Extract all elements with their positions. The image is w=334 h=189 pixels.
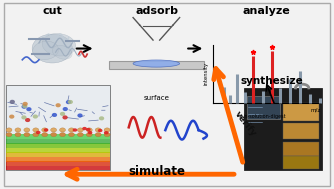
Ellipse shape [60, 112, 65, 116]
Bar [6, 148, 111, 153]
Ellipse shape [67, 100, 73, 104]
Bar [283, 156, 319, 169]
Text: adsorb: adsorb [136, 6, 178, 16]
Ellipse shape [21, 105, 27, 109]
Ellipse shape [77, 113, 83, 118]
Ellipse shape [33, 41, 58, 60]
Bar [6, 161, 111, 166]
Bar [243, 88, 322, 170]
Ellipse shape [95, 128, 101, 132]
Ellipse shape [62, 107, 68, 111]
Ellipse shape [15, 132, 21, 137]
Text: in-solution-digest: in-solution-digest [244, 114, 287, 119]
Ellipse shape [42, 34, 75, 56]
Bar [6, 152, 111, 157]
Ellipse shape [10, 100, 15, 104]
Text: cut: cut [42, 6, 62, 16]
Ellipse shape [82, 127, 87, 130]
Ellipse shape [68, 128, 74, 132]
Text: intensity: intensity [203, 62, 208, 85]
Ellipse shape [55, 103, 61, 107]
Ellipse shape [99, 116, 104, 120]
Ellipse shape [22, 104, 27, 108]
Ellipse shape [51, 132, 56, 137]
Bar [283, 142, 319, 156]
Text: surface: surface [144, 95, 170, 101]
Bar [6, 139, 111, 144]
Ellipse shape [95, 132, 101, 137]
Ellipse shape [6, 128, 12, 132]
Bar [247, 96, 280, 119]
Ellipse shape [51, 128, 56, 132]
Ellipse shape [104, 128, 110, 132]
Ellipse shape [88, 131, 92, 134]
Ellipse shape [104, 131, 109, 134]
Text: verify: verify [232, 109, 258, 138]
Ellipse shape [21, 115, 27, 119]
Ellipse shape [59, 132, 65, 137]
Bar [6, 85, 111, 170]
Ellipse shape [9, 115, 14, 119]
Bar [6, 134, 111, 139]
Ellipse shape [33, 132, 39, 137]
Ellipse shape [98, 129, 103, 132]
Ellipse shape [26, 107, 31, 111]
Ellipse shape [86, 132, 92, 137]
Ellipse shape [32, 34, 72, 63]
Bar [283, 103, 319, 121]
Ellipse shape [86, 128, 92, 132]
Bar [109, 61, 204, 69]
Ellipse shape [33, 115, 38, 119]
Ellipse shape [52, 113, 57, 117]
Ellipse shape [66, 100, 71, 104]
Ellipse shape [36, 131, 40, 134]
Ellipse shape [62, 115, 68, 119]
Bar [6, 143, 111, 148]
Ellipse shape [33, 128, 39, 132]
Bar [283, 123, 319, 139]
Text: synthesize: synthesize [240, 76, 303, 86]
Text: simulate: simulate [129, 165, 185, 178]
Bar [6, 157, 111, 162]
Ellipse shape [68, 132, 74, 137]
Ellipse shape [59, 128, 65, 132]
Bar [6, 166, 111, 170]
Ellipse shape [52, 45, 72, 59]
Ellipse shape [22, 102, 28, 106]
Text: m/z: m/z [311, 108, 321, 113]
Ellipse shape [24, 128, 30, 132]
Ellipse shape [24, 132, 30, 137]
Ellipse shape [6, 132, 12, 137]
Ellipse shape [73, 128, 77, 132]
Ellipse shape [42, 132, 48, 137]
Ellipse shape [133, 60, 180, 67]
Ellipse shape [77, 132, 84, 137]
Text: analyze: analyze [243, 6, 291, 16]
Ellipse shape [104, 132, 110, 137]
Ellipse shape [15, 128, 21, 132]
Ellipse shape [42, 128, 48, 132]
Ellipse shape [44, 128, 48, 132]
Ellipse shape [77, 128, 84, 132]
Ellipse shape [25, 118, 30, 122]
Ellipse shape [86, 128, 91, 131]
